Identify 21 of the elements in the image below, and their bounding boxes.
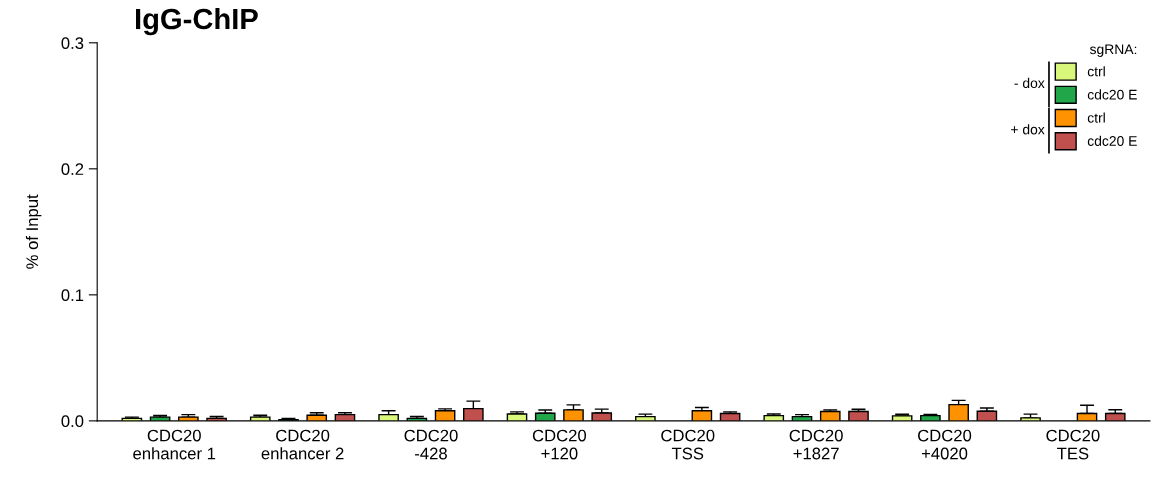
- annotation: + dox: [1011, 124, 1045, 135]
- x-tick-label: CDC20 +1827: [789, 429, 843, 460]
- legend-label: ctrl: [1087, 66, 1105, 77]
- y-tick-label: 0.1: [61, 289, 84, 302]
- x-tick-label: CDC20 enhancer 1: [133, 429, 216, 460]
- legend-title: sgRNA:: [1089, 44, 1137, 57]
- x-tick-label: CDC20 enhancer 2: [261, 429, 344, 460]
- legend-label: cdc20 E: [1087, 135, 1137, 146]
- x-tick-label: CDC20 +120: [532, 429, 587, 460]
- legend-label: cdc20 E: [1087, 89, 1137, 100]
- legend-label: ctrl: [1087, 112, 1105, 123]
- x-tick-label: CDC20 -428: [404, 429, 458, 460]
- annotation: - dox: [1014, 77, 1045, 89]
- y-tick-label: 0.0: [61, 415, 84, 428]
- chart-title: IgG-ChIP: [135, 7, 258, 36]
- y-tick-label: 0.3: [61, 37, 84, 50]
- y-tick-label: 0.2: [61, 163, 84, 176]
- x-tick-label: CDC20 +4020: [918, 429, 972, 460]
- x-tick-label: CDC20 TSS: [661, 429, 715, 460]
- x-tick-label: CDC20 TES: [1046, 429, 1100, 460]
- y-axis-title: % of Input: [25, 194, 42, 269]
